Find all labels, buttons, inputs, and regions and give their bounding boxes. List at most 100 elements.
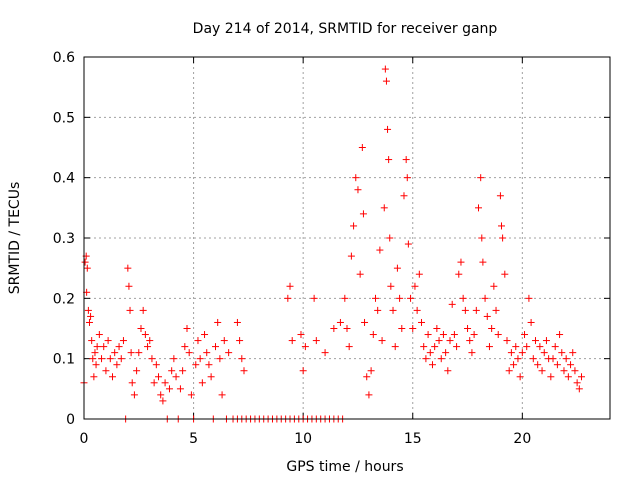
data-point	[523, 343, 531, 351]
data-point	[301, 343, 309, 351]
data-point	[382, 77, 390, 85]
data-point	[516, 373, 524, 381]
data-point	[573, 379, 581, 387]
data-point	[310, 294, 318, 302]
x-tick-label: 5	[189, 431, 198, 447]
data-point	[558, 349, 566, 357]
data-point	[556, 331, 564, 339]
y-tick-label: 0	[66, 412, 75, 428]
data-point	[343, 325, 351, 332]
data-point	[345, 343, 353, 351]
data-point	[496, 192, 504, 200]
data-point	[218, 391, 226, 399]
data-point	[220, 337, 228, 345]
data-point	[159, 397, 167, 405]
x-tick-label: 0	[80, 431, 89, 447]
data-point	[398, 325, 406, 332]
data-point	[376, 246, 384, 254]
data-point	[125, 282, 133, 290]
data-point	[155, 373, 163, 381]
data-point	[378, 337, 386, 345]
data-point	[172, 373, 180, 381]
data-point	[100, 343, 108, 351]
chart-title: Day 214 of 2014, SRMTID for receiver gan…	[193, 21, 498, 37]
data-point	[479, 258, 487, 266]
data-point	[481, 294, 489, 302]
x-tick-label: 20	[513, 431, 531, 447]
data-point	[203, 349, 211, 357]
data-point	[205, 361, 213, 369]
data-point	[358, 144, 366, 151]
data-point	[444, 367, 452, 375]
data-point	[403, 174, 411, 182]
data-point	[330, 325, 338, 332]
data-point	[152, 361, 160, 369]
data-point	[391, 343, 399, 351]
y-tick-label: 0.4	[53, 171, 75, 187]
data-point	[551, 343, 559, 351]
data-point	[176, 385, 184, 393]
data-point	[453, 343, 461, 351]
data-point	[194, 337, 202, 345]
data-point	[89, 355, 97, 363]
data-point	[472, 306, 480, 314]
data-point	[540, 349, 548, 357]
y-tick-label: 0.5	[53, 110, 75, 126]
data-point	[354, 186, 362, 194]
data-point	[130, 391, 138, 399]
data-point	[503, 337, 511, 345]
data-point	[168, 367, 176, 375]
data-point	[411, 282, 419, 290]
data-point	[216, 355, 224, 363]
data-point	[547, 373, 555, 381]
data-point	[359, 210, 367, 218]
data-point	[347, 252, 355, 260]
data-point	[90, 373, 98, 381]
data-point	[240, 367, 248, 375]
data-point	[352, 174, 360, 182]
data-point	[387, 282, 395, 290]
data-point	[402, 156, 410, 164]
data-point	[420, 343, 428, 351]
data-point	[435, 337, 443, 345]
data-point	[381, 65, 389, 73]
data-point	[95, 331, 103, 339]
data-point	[459, 294, 467, 302]
data-point	[389, 306, 397, 314]
data-point	[170, 355, 178, 363]
data-point	[157, 391, 165, 399]
data-point	[356, 270, 364, 278]
data-point	[236, 337, 244, 345]
data-point	[363, 373, 371, 381]
data-point	[501, 270, 509, 278]
data-point	[341, 294, 349, 302]
data-point	[207, 373, 215, 381]
data-point	[119, 337, 127, 345]
data-point	[536, 343, 544, 351]
data-point	[464, 325, 472, 332]
data-point	[98, 355, 106, 363]
data-point	[428, 361, 436, 369]
data-point	[518, 349, 526, 357]
data-point	[361, 318, 369, 326]
data-point	[404, 240, 412, 248]
data-point	[148, 355, 156, 363]
data-points	[80, 65, 586, 423]
data-point	[380, 204, 388, 212]
data-point	[321, 349, 329, 357]
data-point	[413, 306, 421, 314]
data-point	[369, 331, 377, 339]
data-point	[93, 343, 101, 351]
data-point	[477, 174, 485, 182]
data-point	[106, 355, 114, 363]
data-point	[187, 391, 195, 399]
data-point	[448, 300, 456, 308]
data-point	[485, 343, 493, 351]
data-point	[442, 349, 450, 357]
data-point	[299, 367, 307, 375]
data-point	[144, 343, 152, 351]
x-axis-label: GPS time / hours	[286, 459, 403, 475]
data-point	[478, 234, 486, 242]
data-point	[531, 337, 539, 345]
data-point	[185, 349, 193, 357]
